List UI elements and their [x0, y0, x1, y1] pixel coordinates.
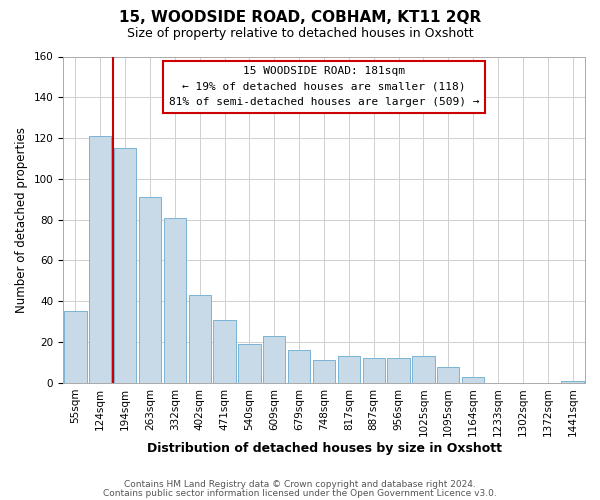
- Bar: [562, 381, 584, 383]
- Bar: [313, 360, 335, 383]
- Bar: [139, 197, 161, 383]
- Bar: [437, 366, 460, 383]
- Bar: [288, 350, 310, 383]
- Bar: [214, 320, 236, 383]
- Bar: [412, 356, 434, 383]
- Bar: [238, 344, 260, 383]
- Text: 15 WOODSIDE ROAD: 181sqm
← 19% of detached houses are smaller (118)
81% of semi-: 15 WOODSIDE ROAD: 181sqm ← 19% of detach…: [169, 66, 479, 108]
- Bar: [188, 295, 211, 383]
- Bar: [362, 358, 385, 383]
- Text: Size of property relative to detached houses in Oxshott: Size of property relative to detached ho…: [127, 28, 473, 40]
- Text: Contains HM Land Registry data © Crown copyright and database right 2024.: Contains HM Land Registry data © Crown c…: [124, 480, 476, 489]
- Y-axis label: Number of detached properties: Number of detached properties: [15, 126, 28, 312]
- X-axis label: Distribution of detached houses by size in Oxshott: Distribution of detached houses by size …: [146, 442, 502, 455]
- Text: 15, WOODSIDE ROAD, COBHAM, KT11 2QR: 15, WOODSIDE ROAD, COBHAM, KT11 2QR: [119, 10, 481, 25]
- Bar: [64, 312, 86, 383]
- Bar: [263, 336, 286, 383]
- Bar: [462, 376, 484, 383]
- Bar: [114, 148, 136, 383]
- Bar: [164, 218, 186, 383]
- Bar: [388, 358, 410, 383]
- Bar: [89, 136, 112, 383]
- Bar: [338, 356, 360, 383]
- Text: Contains public sector information licensed under the Open Government Licence v3: Contains public sector information licen…: [103, 488, 497, 498]
